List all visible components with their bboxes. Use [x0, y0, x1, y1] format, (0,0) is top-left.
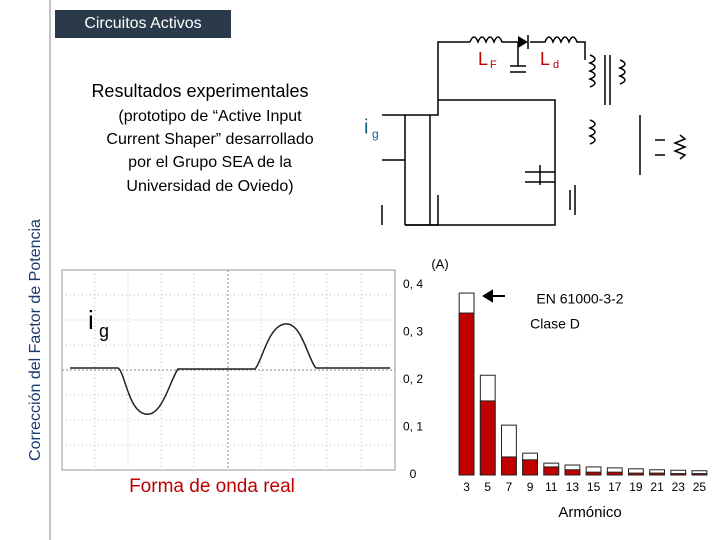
- title-box: [55, 10, 231, 38]
- x-tick-label: 13: [566, 480, 580, 494]
- lf-sub: F: [490, 59, 497, 71]
- scope-signal: i: [88, 305, 94, 335]
- y-tick-label: 0, 4: [403, 277, 423, 291]
- scope-axes: [62, 270, 395, 470]
- transformer: [587, 54, 626, 145]
- bar: [670, 473, 687, 476]
- bar: [543, 466, 560, 476]
- bar: [585, 471, 602, 476]
- legend-arrow: [482, 289, 505, 303]
- bar: [606, 471, 623, 476]
- ig-label: i: [364, 116, 368, 138]
- x-tick-label: 21: [650, 480, 664, 494]
- x-tick-label: 23: [672, 480, 686, 494]
- intro-line: (prototipo de “Active Input: [118, 108, 302, 125]
- bridge: [381, 100, 439, 226]
- x-tick-label: 19: [629, 480, 643, 494]
- bar: [501, 456, 517, 476]
- bar: [522, 459, 538, 476]
- y-tick-label: 0, 3: [403, 325, 423, 339]
- scope-caption: Forma de onda real: [129, 476, 295, 497]
- lf-label: L: [478, 49, 488, 69]
- side-title: Corrección del Factor de Potencia: [27, 219, 44, 461]
- bar: [458, 312, 475, 476]
- diode: [518, 36, 528, 48]
- ld-label: L: [540, 49, 550, 69]
- bar: [564, 469, 581, 476]
- bar: [628, 472, 644, 476]
- scope-signal-sub: g: [99, 321, 109, 341]
- legend-label: EN 61000-3-2: [536, 291, 623, 307]
- x-tick-label: 17: [608, 480, 622, 494]
- title: Circuitos Activos: [84, 15, 201, 32]
- bar: [479, 400, 496, 476]
- ig-sub: g: [372, 127, 379, 141]
- intro-line: Universidad de Oviedo): [126, 178, 293, 195]
- bus: [405, 99, 556, 226]
- y-tick-label: 0: [410, 467, 417, 481]
- x-tick-label: 25: [693, 480, 707, 494]
- inductors: [437, 36, 586, 100]
- unit-label: (A): [431, 256, 448, 271]
- bar: [691, 473, 708, 476]
- components: [525, 115, 688, 215]
- y-tick-label: 0, 1: [403, 420, 423, 434]
- circuit: L F L d i g: [364, 35, 688, 226]
- intro-heading: Resultados experimentales: [91, 81, 308, 101]
- intro-line: por el Grupo SEA de la: [128, 154, 292, 171]
- x-tick-label: 9: [527, 480, 534, 494]
- y-tick-label: 0, 2: [403, 372, 423, 386]
- ld-sub: d: [553, 59, 559, 71]
- intro-text: (prototipo de “Active Input Current Shap…: [106, 108, 313, 195]
- x-tick-label: 5: [484, 480, 491, 494]
- capacitor: [510, 42, 526, 73]
- x-tick-label: 15: [587, 480, 601, 494]
- scope-trace: [70, 323, 390, 415]
- x-axis-title: Armónico: [558, 504, 621, 521]
- x-tick-label: 7: [506, 480, 513, 494]
- x-tick-label: 3: [463, 480, 470, 494]
- bar: [649, 472, 665, 476]
- legend-note: Clase D: [530, 316, 580, 332]
- intro-line: Current Shaper” desarrollado: [106, 131, 313, 148]
- scope: i g Forma de onda real: [61, 269, 396, 497]
- x-tick-label: 11: [545, 480, 558, 494]
